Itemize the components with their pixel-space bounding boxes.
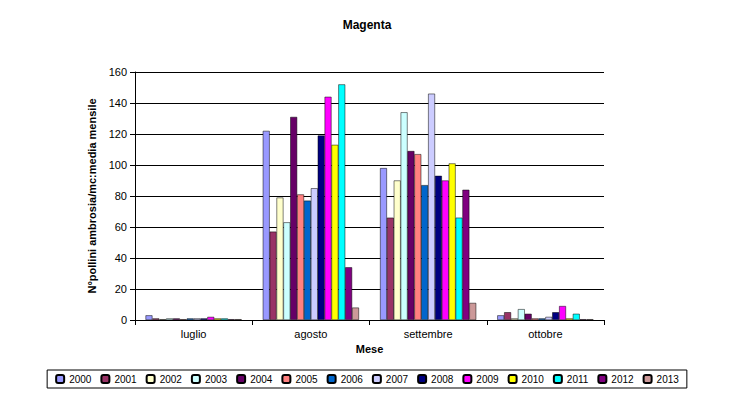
svg-text:120: 120 xyxy=(109,128,127,140)
svg-text:2005: 2005 xyxy=(295,374,318,385)
svg-text:2008: 2008 xyxy=(431,374,454,385)
svg-text:2012: 2012 xyxy=(611,374,634,385)
svg-text:agosto: agosto xyxy=(294,328,327,340)
svg-text:N°pollini ambrosia/mc:media me: N°pollini ambrosia/mc:media mensile xyxy=(86,98,98,293)
svg-text:Mese: Mese xyxy=(356,343,384,355)
svg-text:20: 20 xyxy=(115,283,127,295)
svg-text:2002: 2002 xyxy=(160,374,183,385)
svg-text:2004: 2004 xyxy=(250,374,273,385)
svg-text:Magenta: Magenta xyxy=(343,18,392,32)
svg-text:0: 0 xyxy=(121,314,127,326)
svg-text:2000: 2000 xyxy=(69,374,92,385)
svg-text:160: 160 xyxy=(109,66,127,78)
svg-text:60: 60 xyxy=(115,221,127,233)
svg-text:2003: 2003 xyxy=(205,374,228,385)
svg-text:140: 140 xyxy=(109,97,127,109)
svg-text:2010: 2010 xyxy=(522,374,545,385)
svg-text:2009: 2009 xyxy=(476,374,499,385)
svg-text:2011: 2011 xyxy=(567,374,589,385)
svg-text:ottobre: ottobre xyxy=(528,328,562,340)
svg-text:80: 80 xyxy=(115,190,127,202)
svg-text:2013: 2013 xyxy=(657,374,680,385)
svg-text:100: 100 xyxy=(109,159,127,171)
svg-text:2007: 2007 xyxy=(386,374,409,385)
svg-text:2001: 2001 xyxy=(114,374,137,385)
svg-text:2006: 2006 xyxy=(341,374,364,385)
svg-text:40: 40 xyxy=(115,252,127,264)
svg-text:settembre: settembre xyxy=(404,328,453,340)
svg-text:luglio: luglio xyxy=(181,328,207,340)
